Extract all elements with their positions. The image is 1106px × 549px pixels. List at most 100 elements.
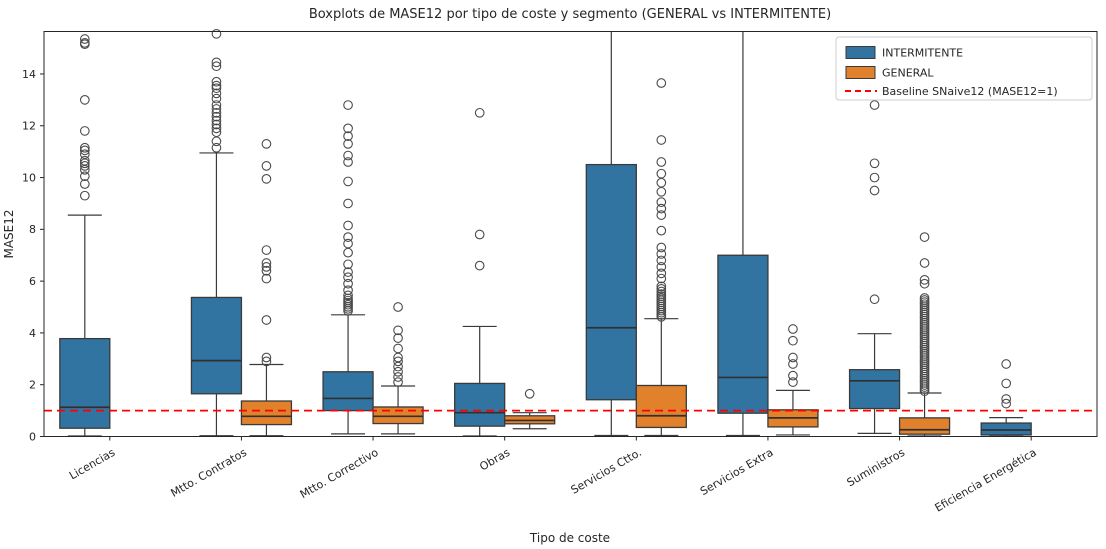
y-tick-label: 2 (29, 379, 36, 392)
box-general-4-outlier (656, 168, 667, 179)
box-intermitente-2-outlier (343, 176, 353, 187)
box-intermitente-2-outlier (343, 100, 353, 110)
box-intermitente-2-outlier (343, 131, 353, 141)
legend-label-intermitente: INTERMITENTE (882, 47, 963, 60)
x-tick-label: Licencias (67, 446, 118, 483)
box-general-5-outlier (788, 359, 798, 369)
box-intermitente-1-outlier (211, 61, 222, 72)
box-intermitente-5 (717, 254, 769, 414)
box-general-2-outlier (393, 333, 403, 343)
box-general-1-outlier (261, 265, 272, 276)
x-axis-label: Tipo de coste (529, 531, 610, 545)
box-general-2-outlier (393, 356, 403, 367)
box-general-4 (635, 384, 687, 429)
box-intermitente-7-outlier (1001, 394, 1012, 404)
box-general-1-outlier (261, 161, 272, 171)
box-general-4-outlier (656, 197, 667, 207)
box-general-4-outlier (656, 268, 667, 279)
box-intermitente-3 (454, 382, 506, 427)
x-tick-label: Servicios Extra (698, 446, 775, 498)
box-general-2-outlier (393, 372, 403, 382)
box-intermitente-2-outlier (343, 157, 353, 167)
box-general-6-outlier (919, 278, 930, 289)
box-intermitente-0-outlier (79, 126, 90, 136)
box-general-6-outlier (919, 293, 930, 303)
box-general-4-outlier (656, 255, 667, 266)
box-general-5-outlier (788, 370, 798, 381)
box-intermitente-2-outlier (343, 232, 353, 242)
box-general-2-outlier (393, 325, 403, 336)
box-intermitente-3-outlier (474, 107, 485, 118)
box-intermitente-2-outlier (343, 285, 353, 296)
box-general-5-outlier (788, 352, 798, 363)
box-general-1-outlier (261, 258, 272, 268)
x-tick-label: Eficiencia Energética (933, 446, 1039, 515)
box-intermitente-1-outlier (211, 88, 222, 99)
y-tick-label: 10 (22, 171, 36, 184)
box-intermitente-0-outlier (79, 145, 90, 156)
box-general-1-outlier (261, 273, 272, 284)
box-intermitente-1-outlier (211, 80, 222, 91)
box-intermitente-3-outlier (474, 260, 485, 271)
box-intermitente-2-outlier (343, 238, 353, 249)
box-general-2-outlier (393, 377, 403, 387)
box-general-4-outlier (656, 284, 667, 294)
box-general-3-outlier (524, 388, 535, 399)
plot-border (43, 31, 1098, 437)
box-intermitente-2-outlier (343, 139, 353, 149)
legend-label-general: GENERAL (882, 67, 934, 80)
box-general-4-outlier (656, 281, 667, 292)
box-intermitente-7-outlier (1001, 359, 1012, 369)
box-intermitente-1-outlier (211, 107, 222, 118)
box-intermitente-2-outlier (343, 198, 353, 209)
box-intermitente-6-outlier (869, 100, 880, 110)
box-general-4-outlier (656, 210, 667, 220)
box-intermitente-2-outlier (343, 220, 353, 231)
box-intermitente-6-outlier (869, 158, 880, 169)
box-intermitente-3-outlier (474, 229, 485, 240)
x-tick-label: Mtto. Correctivo (298, 446, 381, 501)
chart-title: Boxplots de MASE12 por tipo de coste y s… (309, 7, 831, 22)
box-intermitente-1-outlier (211, 136, 222, 147)
box-general-1-outlier (261, 352, 272, 363)
box-intermitente-2-outlier (343, 290, 353, 301)
y-axis-label: MASE12 (2, 209, 16, 258)
box-general-4-outlier (656, 289, 667, 299)
box-intermitente-0-outlier (79, 142, 90, 153)
box-intermitente-0-outlier (79, 34, 90, 44)
box-intermitente-1-outlier (211, 142, 222, 153)
box-general-4-outlier (656, 78, 667, 88)
legend-swatch-intermitente (845, 46, 876, 59)
box-intermitente-1-outlier (211, 104, 222, 114)
box-general-2-outlier (393, 366, 403, 377)
box-intermitente-4 (585, 163, 637, 401)
box-general-1-outlier (261, 173, 272, 184)
box-general-4-outlier (656, 157, 667, 167)
box-general-5-outlier (788, 377, 798, 387)
box-general-2-outlier (393, 361, 403, 372)
box-general-1-outlier (261, 245, 272, 255)
box-intermitente-0-outlier (79, 190, 90, 201)
box-intermitente-0-outlier (79, 38, 90, 48)
box-general-1 (240, 400, 293, 426)
box-intermitente-2 (322, 371, 374, 412)
box-intermitente-1-outlier (211, 76, 222, 87)
box-intermitente-2-outlier (343, 150, 353, 161)
box-intermitente-2-outlier (343, 267, 353, 277)
box-intermitente-6-outlier (869, 185, 880, 196)
box-intermitente-1-outlier (211, 93, 222, 104)
box-intermitente-7-outlier (1001, 378, 1012, 389)
box-general-4-outlier (656, 203, 667, 214)
legend-box (835, 36, 1093, 101)
legend-swatch-general (845, 66, 876, 79)
box-general-4-outlier (656, 273, 667, 284)
box-intermitente-6 (848, 369, 901, 410)
box-general-4-outlier (656, 225, 667, 236)
box-general-2-outlier (393, 343, 403, 354)
box-general-2-outlier (393, 302, 403, 312)
box-intermitente-0-outlier (79, 179, 90, 189)
box-general-1-outlier (261, 315, 272, 325)
box-general-6-outlier (919, 258, 930, 268)
box-general-4-outlier (656, 135, 667, 145)
